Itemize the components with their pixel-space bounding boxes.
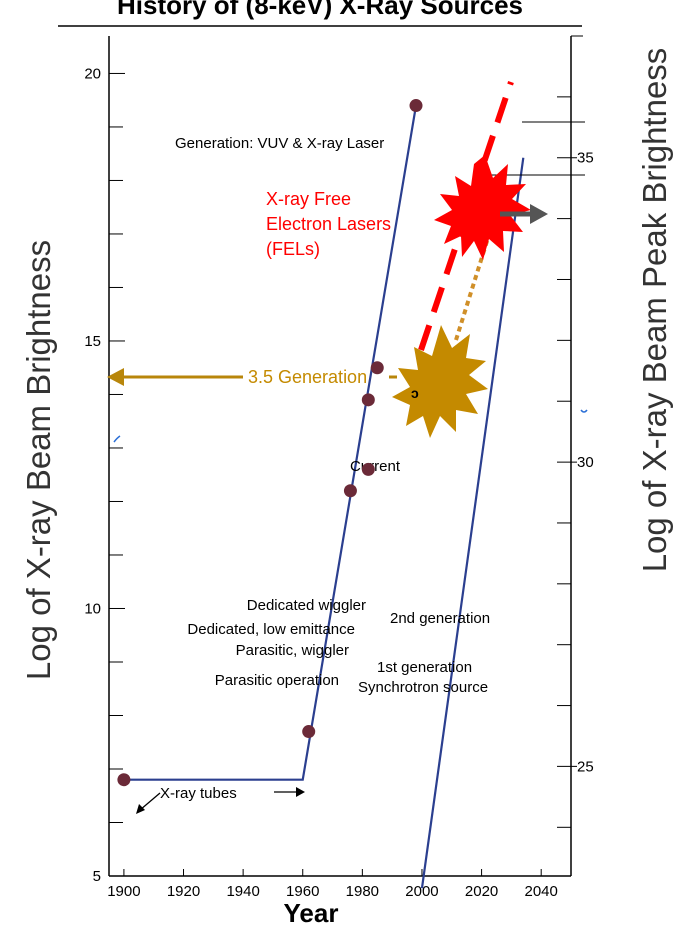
synchrotron-source-label: Synchrotron source [358,679,488,696]
first-generation-label: 1st generation [377,659,472,676]
right-axis-break-mark [580,409,588,413]
second-generation-label: 2nd generation [390,610,490,627]
parasitic-wiggler-label: Parasitic, wiggler [236,642,349,659]
xray-tubes-right-arrowhead [296,787,305,797]
right-y-tick-label: 35 [577,150,594,167]
chart-title: History of (8-keV) X-Ray Sources [117,0,523,20]
left-axis-break-mark [113,435,121,443]
x-tick-label: 1960 [286,883,319,900]
series-lines [123,105,525,889]
left-y-tick-label: 20 [84,65,101,82]
fel-label-line3: (FELs) [266,239,320,259]
x-axis-title: Year [284,898,339,928]
fel-label-line2: Electron Lasers [266,214,391,234]
parasitic-operation-label: Parasitic operation [215,672,339,689]
data-points [117,99,423,787]
x-tick-label: 1900 [107,883,140,900]
x-tick-label: 1920 [167,883,200,900]
gen35-label: 3.5 Generation [248,367,367,387]
left-y-tick-label: 15 [84,333,101,350]
x-tick-label: 2040 [525,883,558,900]
data-point [117,773,131,787]
dedicated-low-emittance-label: Dedicated, low emittance [187,621,355,638]
fel-label-line1: X-ray Free [266,189,351,209]
peak-brightness-line [420,157,525,889]
left-y-tick-label: 10 [84,600,101,617]
data-point [361,393,375,407]
data-point [343,484,357,498]
xray-tubes-left-arrow [139,792,161,811]
gen35-arrow-head [107,368,124,386]
gen35-starburst [392,325,488,438]
fel-arrow-head [530,204,548,224]
data-point [370,361,384,375]
axis-ticks: 1900 1920 1940 1960 1980 2000 2020 2040 5 10 15 20 2… [84,65,593,900]
x-tick-label: 1940 [226,883,259,900]
generation-laser-label: Generation: VUV & X-ray Laser [175,135,384,152]
xray-tubes-left-arrowhead [136,804,145,814]
data-point [361,462,375,476]
left-y-axis-title: Log of X-ray Beam Brightness [20,240,57,680]
xray-tubes-label: X-ray tubes [160,785,237,802]
x-tick-label: 1980 [346,883,379,900]
current-label: Current [350,458,401,475]
brightness-line [123,105,418,781]
right-y-tick-label: 30 [577,454,594,471]
data-point [302,725,316,739]
data-point [409,99,423,113]
x-tick-label: 2000 [405,883,438,900]
left-y-tick-label: 5 [93,868,101,885]
dedicated-wiggler-label: Dedicated wiggler [247,597,366,614]
right-y-axis-title: Log of X-ray Beam Peak Brightness [636,48,673,573]
x-tick-label: 2020 [465,883,498,900]
fel-starburst [434,155,531,260]
right-y-tick-label: 25 [577,758,594,775]
starburst-fragment-glyph: ɔ [411,385,419,401]
